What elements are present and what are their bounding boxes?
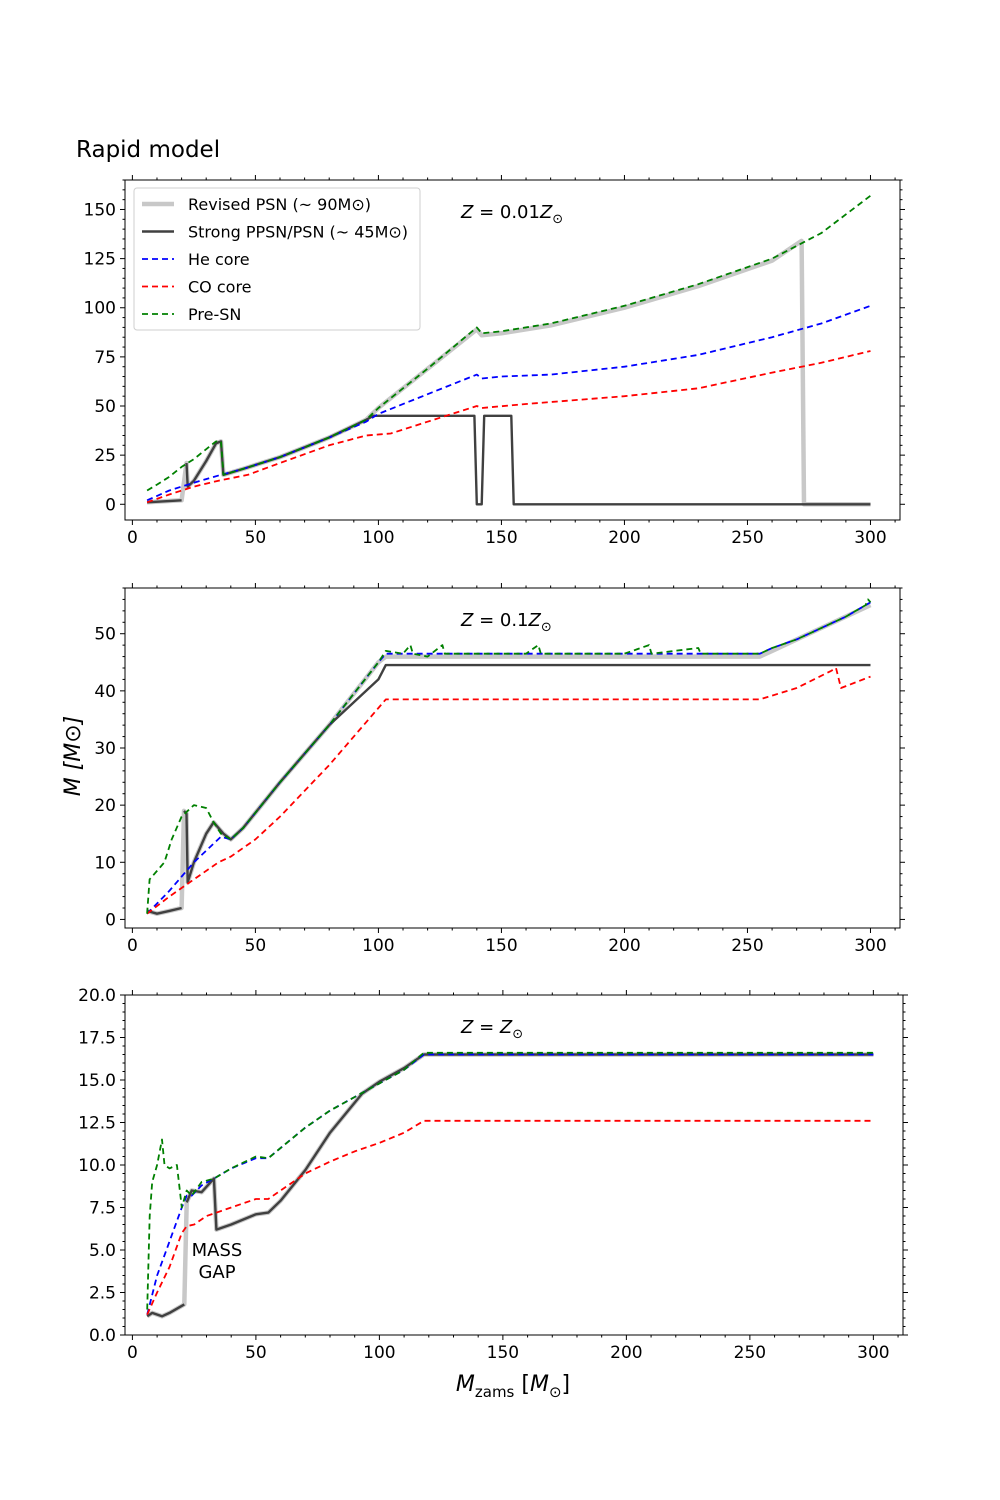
axes-frame xyxy=(124,587,901,929)
metallicity-annotation: Z = Z⊙ xyxy=(460,1017,523,1042)
series-co-core xyxy=(146,1119,874,1315)
series-revised-psn xyxy=(146,603,872,916)
x-tick-label: 100 xyxy=(363,1343,395,1363)
x-tick-label: 100 xyxy=(362,936,394,956)
legend-label: Strong PPSN/PSN (~ 45M⊙) xyxy=(188,223,408,242)
y-tick-label: 10 xyxy=(94,853,116,873)
series-strong-ppsn xyxy=(146,1053,874,1318)
x-tick-label: 300 xyxy=(854,528,886,548)
legend-label: Revised PSN (~ 90M⊙) xyxy=(188,195,371,214)
x-tick-label: 200 xyxy=(608,528,640,548)
mass-gap-label: GAP xyxy=(198,1262,235,1283)
series-co-core xyxy=(146,350,871,504)
y-tick-label: 12.5 xyxy=(78,1114,116,1134)
series-strong-ppsn xyxy=(147,414,871,506)
legend-label: Pre-SN xyxy=(188,305,241,324)
y-tick-label: 0 xyxy=(105,910,116,930)
y-tick-label: 20.0 xyxy=(78,986,116,1006)
metallicity-annotation: Z = 0.01Z⊙ xyxy=(460,202,563,227)
x-tick-label: 100 xyxy=(362,528,394,548)
x-tick-label: 300 xyxy=(854,936,886,956)
series-pre-sn xyxy=(146,598,872,914)
x-tick-label: 150 xyxy=(485,528,517,548)
axes-frame xyxy=(124,179,901,521)
y-tick-label: 20 xyxy=(94,796,116,816)
figure-title: Rapid model xyxy=(76,137,220,163)
x-tick-label: 250 xyxy=(731,528,763,548)
legend-label: He core xyxy=(188,250,250,269)
y-tick-label: 17.5 xyxy=(78,1029,116,1049)
y-tick-label: 0.0 xyxy=(89,1326,116,1346)
series-he-core xyxy=(146,601,871,915)
y-tick-label: 50 xyxy=(94,397,116,417)
x-tick-label: 200 xyxy=(608,936,640,956)
legend-box xyxy=(133,187,421,331)
y-tick-label: 75 xyxy=(94,348,116,368)
y-tick-label: 50 xyxy=(94,625,116,645)
y-tick-label: 2.5 xyxy=(89,1284,116,1304)
series-pre-sn xyxy=(146,1051,874,1310)
y-tick-label: 40 xyxy=(94,682,116,702)
y-tick-label: 25 xyxy=(94,446,116,466)
y-tick-label: 30 xyxy=(94,739,116,759)
mass-gap-label: MASS xyxy=(192,1240,243,1261)
x-tick-label: 50 xyxy=(245,1343,267,1363)
x-tick-label: 0 xyxy=(127,936,138,956)
y-tick-label: 7.5 xyxy=(89,1199,116,1219)
y-tick-label: 0 xyxy=(105,495,116,515)
axes-frame xyxy=(124,994,904,1336)
y-tick-label: 100 xyxy=(84,299,116,319)
x-axis-label: Mzams [M⊙] xyxy=(456,1372,570,1401)
series-pre-sn xyxy=(146,194,872,492)
panel-z-solar: 0 50 100 150 200 250 300 0.0 2.5 5.0 7.5 10.0 12.5 15… xyxy=(78,986,908,1363)
x-tick-label: 300 xyxy=(857,1343,889,1363)
x-tick-label: 150 xyxy=(487,1343,519,1363)
series-revised-psn xyxy=(145,1052,874,1319)
x-tick-label: 250 xyxy=(731,936,763,956)
panel-z-01: 0 50 100 150 200 250 300 0 10 20 30 40 50 Z = 0.1Z⊙ xyxy=(94,583,905,956)
x-tick-label: 50 xyxy=(245,528,267,548)
y-axis-label: M [M⊙] xyxy=(61,716,86,797)
y-tick-label: 5.0 xyxy=(89,1241,116,1261)
x-tick-label: 200 xyxy=(610,1343,642,1363)
x-tick-label: 0 xyxy=(127,1343,138,1363)
x-tick-label: 250 xyxy=(734,1343,766,1363)
metallicity-annotation: Z = 0.1Z⊙ xyxy=(460,610,552,635)
series-he-core xyxy=(146,304,871,502)
y-tick-label: 15.0 xyxy=(78,1071,116,1091)
legend-label: CO core xyxy=(188,278,252,297)
x-tick-label: 0 xyxy=(127,528,138,548)
y-tick-label: 10.0 xyxy=(78,1156,116,1176)
x-tick-label: 50 xyxy=(245,936,267,956)
series-he-core xyxy=(146,1053,874,1315)
series-strong-ppsn xyxy=(146,663,871,915)
y-tick-label: 125 xyxy=(84,250,116,270)
panel-z-001: 0 50 100 150 200 250 300 0 25 50 75 100 125 150 Z = 0.… xyxy=(84,175,905,548)
x-tick-label: 150 xyxy=(485,936,517,956)
series-co-core xyxy=(146,667,871,915)
y-tick-label: 150 xyxy=(84,200,116,220)
